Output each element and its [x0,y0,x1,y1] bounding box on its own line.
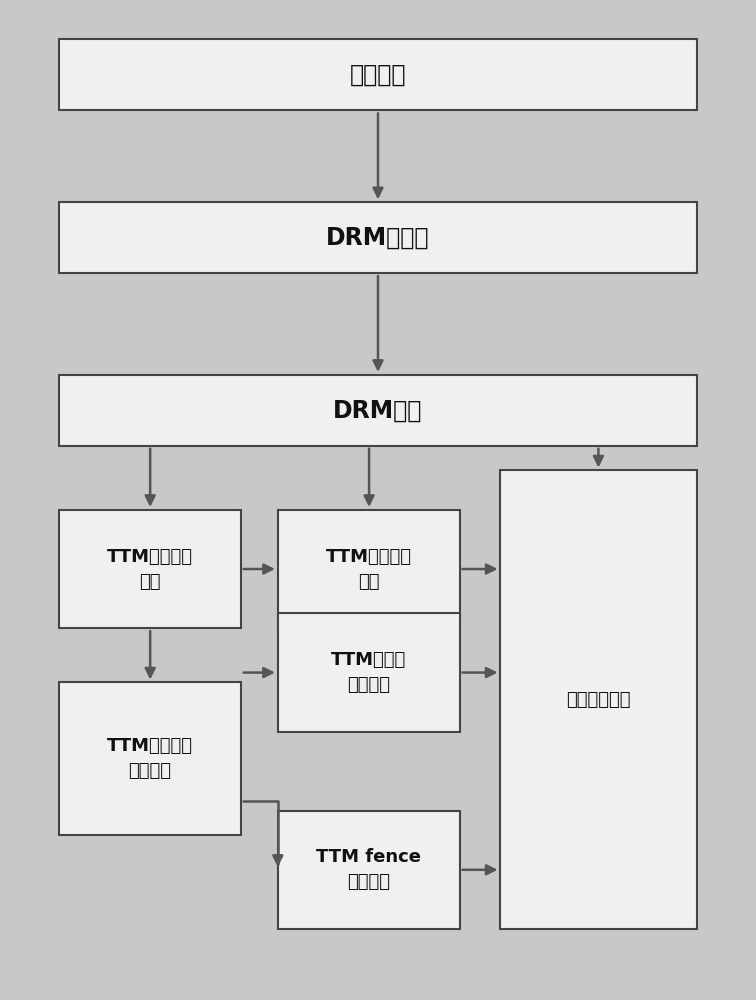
Bar [59,375,697,446]
Text: TTM全局内存
（显存）: TTM全局内存 （显存） [107,737,193,780]
Text: TTM缓冲区
对象设备: TTM缓冲区 对象设备 [331,651,406,694]
Bar [500,470,697,929]
Text: DRM设备: DRM设备 [333,398,423,422]
Text: TTM fence
对象设备: TTM fence 对象设备 [316,848,421,891]
Text: 显卡驱动程序: 显卡驱动程序 [566,691,631,709]
Bar [277,613,460,732]
Bar [277,811,460,929]
Text: TTM基类对象
文件: TTM基类对象 文件 [107,548,193,591]
Text: TTM基类对象
设备: TTM基类对象 设备 [326,548,412,591]
Text: DRM链接库: DRM链接库 [327,226,429,250]
Bar [59,510,240,628]
Bar [59,39,697,110]
Bar [59,682,240,835]
Bar [277,510,460,628]
Bar [59,202,697,273]
Text: 应用程序: 应用程序 [350,63,406,87]
